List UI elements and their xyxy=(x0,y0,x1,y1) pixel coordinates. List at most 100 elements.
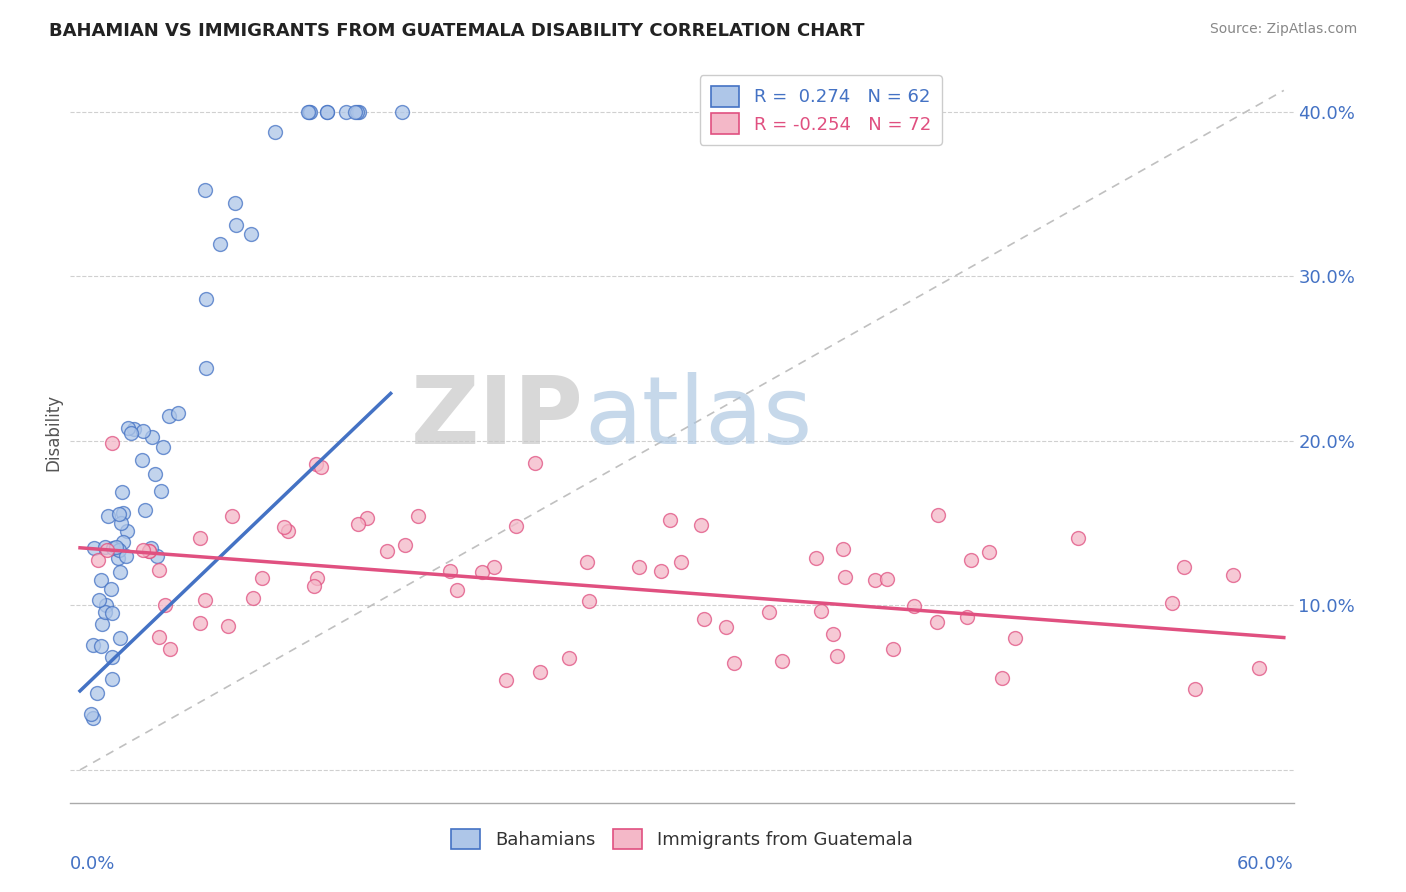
Point xyxy=(810,605,832,619)
Point xyxy=(101,606,124,620)
Point xyxy=(141,541,163,556)
Point xyxy=(114,549,136,563)
Point xyxy=(242,591,264,606)
Point xyxy=(117,421,139,435)
Point xyxy=(273,520,295,534)
Point xyxy=(346,104,368,119)
Point xyxy=(112,535,135,549)
Point xyxy=(217,619,239,633)
Point xyxy=(90,574,112,588)
Point xyxy=(804,551,827,566)
Point xyxy=(956,610,979,624)
Point xyxy=(111,485,134,500)
Point xyxy=(96,543,118,558)
Point xyxy=(149,484,172,499)
Point xyxy=(110,516,132,530)
Text: Source: ZipAtlas.com: Source: ZipAtlas.com xyxy=(1209,22,1357,37)
Point xyxy=(693,612,716,626)
Y-axis label: Disability: Disability xyxy=(44,394,62,471)
Point xyxy=(991,671,1014,685)
Point xyxy=(311,460,333,475)
Point xyxy=(650,564,672,578)
Point xyxy=(108,507,131,521)
Point xyxy=(298,104,321,119)
Point xyxy=(349,104,371,119)
Point xyxy=(195,361,218,376)
Point xyxy=(155,598,177,612)
Point xyxy=(117,524,139,538)
Point xyxy=(770,654,793,668)
Point xyxy=(903,599,925,614)
Point xyxy=(927,508,949,523)
Point xyxy=(446,583,468,598)
Point xyxy=(315,104,337,119)
Point xyxy=(194,593,217,607)
Point xyxy=(659,513,682,527)
Point xyxy=(523,456,546,470)
Text: ZIP: ZIP xyxy=(411,372,583,464)
Point xyxy=(832,541,855,556)
Point xyxy=(264,125,287,139)
Point xyxy=(194,183,217,197)
Legend: Bahamians, Immigrants from Guatemala: Bahamians, Immigrants from Guatemala xyxy=(444,822,920,856)
Text: atlas: atlas xyxy=(583,372,813,464)
Point xyxy=(208,236,231,251)
Point xyxy=(89,593,111,607)
Point xyxy=(195,293,218,307)
Point xyxy=(1004,631,1026,645)
Point xyxy=(863,573,886,587)
Point xyxy=(131,453,153,467)
Point xyxy=(221,508,243,523)
Point xyxy=(471,565,494,579)
Point xyxy=(188,531,211,545)
Point xyxy=(80,707,103,722)
Point xyxy=(83,541,105,555)
Point xyxy=(1173,560,1195,574)
Point xyxy=(825,649,848,664)
Point xyxy=(305,457,328,471)
Point xyxy=(302,579,325,593)
Point xyxy=(82,711,104,725)
Point xyxy=(132,425,155,439)
Point xyxy=(94,605,117,619)
Point xyxy=(439,564,461,578)
Point xyxy=(224,196,246,211)
Point xyxy=(138,543,160,558)
Point xyxy=(307,572,329,586)
Point xyxy=(143,467,166,481)
Point xyxy=(131,542,153,557)
Point xyxy=(758,605,780,619)
Point xyxy=(120,425,142,440)
Point xyxy=(108,542,131,557)
Point xyxy=(356,511,378,525)
Point xyxy=(101,541,124,556)
Point xyxy=(558,651,581,665)
Point xyxy=(86,552,108,566)
Point xyxy=(141,430,163,444)
Point xyxy=(529,665,551,679)
Point xyxy=(94,540,117,554)
Point xyxy=(406,508,429,523)
Point xyxy=(298,104,321,119)
Point xyxy=(252,571,274,585)
Point xyxy=(82,639,104,653)
Point xyxy=(882,641,904,656)
Point xyxy=(482,560,505,574)
Point xyxy=(960,553,983,567)
Point xyxy=(834,570,856,584)
Point xyxy=(876,572,898,586)
Point xyxy=(240,227,263,241)
Point xyxy=(723,657,745,671)
Point xyxy=(90,639,112,653)
Point xyxy=(335,104,357,119)
Point xyxy=(110,565,132,579)
Point xyxy=(96,599,118,613)
Point xyxy=(1160,596,1182,610)
Point xyxy=(157,409,180,424)
Point xyxy=(225,218,247,232)
Point xyxy=(104,540,127,554)
Point xyxy=(91,616,114,631)
Point xyxy=(1222,568,1244,582)
Point xyxy=(689,517,711,532)
Point xyxy=(146,549,169,563)
